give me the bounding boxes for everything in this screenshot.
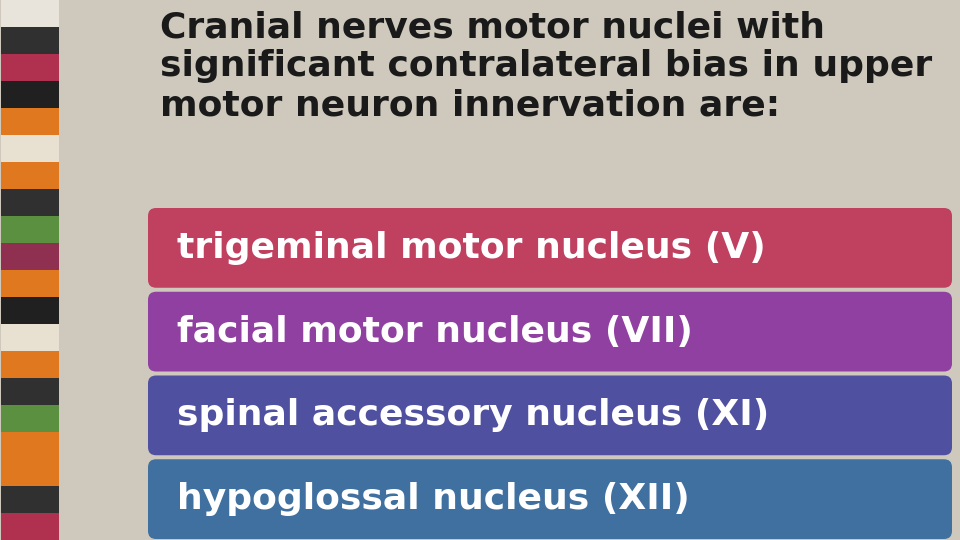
Text: trigeminal motor nucleus (V): trigeminal motor nucleus (V) (177, 231, 766, 265)
Bar (1, 324, 59, 351)
Bar (1, 459, 59, 486)
Bar (1, 486, 59, 513)
Bar (1, 513, 59, 540)
FancyBboxPatch shape (148, 459, 952, 539)
FancyBboxPatch shape (148, 375, 952, 455)
Bar (1, 216, 59, 243)
Text: Cranial nerves motor nuclei with
significant contralateral bias in upper
motor n: Cranial nerves motor nuclei with signifi… (160, 10, 932, 123)
Text: spinal accessory nucleus (XI): spinal accessory nucleus (XI) (177, 399, 769, 433)
Bar (1, 270, 59, 297)
FancyBboxPatch shape (148, 292, 952, 372)
Bar (1, 27, 59, 54)
Bar (1, 54, 59, 81)
Bar (1, 108, 59, 135)
Text: hypoglossal nucleus (XII): hypoglossal nucleus (XII) (177, 482, 689, 516)
FancyBboxPatch shape (148, 208, 952, 288)
Bar (1, 162, 59, 189)
Bar (1, 432, 59, 459)
Bar (1, 135, 59, 162)
Bar (1, 81, 59, 108)
Bar (1, 0, 59, 27)
Bar (1, 378, 59, 405)
Text: facial motor nucleus (VII): facial motor nucleus (VII) (177, 315, 693, 349)
Bar (1, 297, 59, 324)
Bar (1, 405, 59, 432)
Bar (1, 189, 59, 216)
Bar (1, 243, 59, 270)
Bar (1, 351, 59, 378)
